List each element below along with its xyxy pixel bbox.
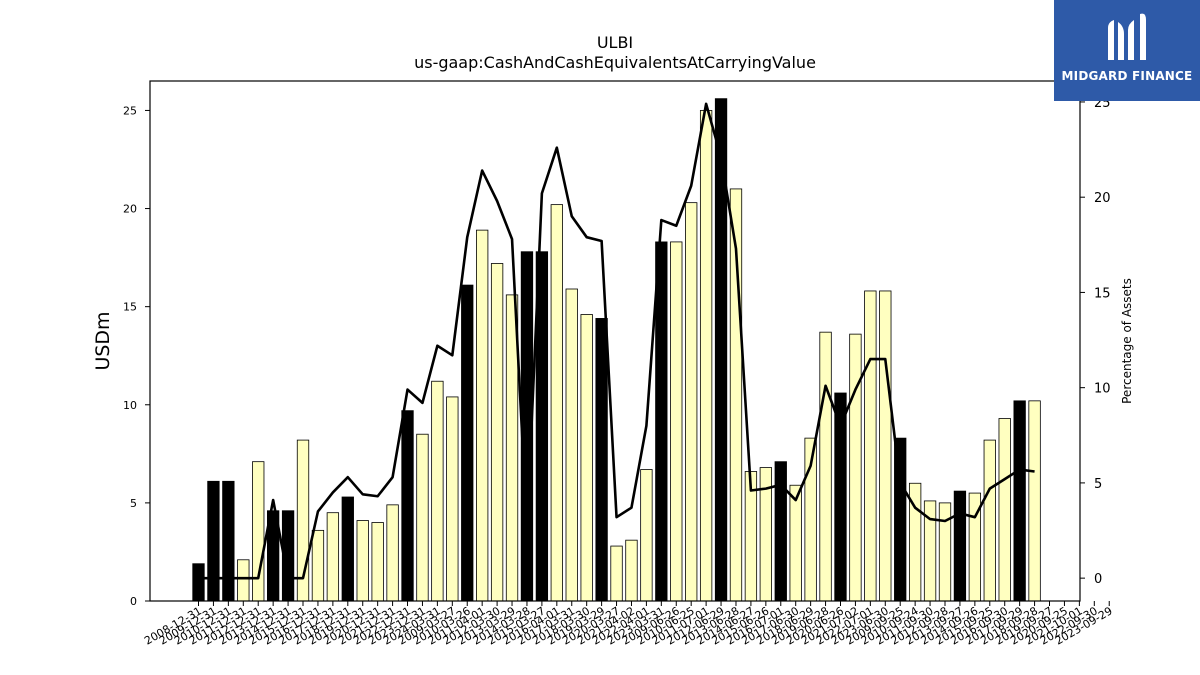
- bar: [386, 504, 399, 602]
- bar: [953, 490, 967, 602]
- bar: [610, 545, 623, 602]
- left-axis-ticks: 0 5 10 15 20 25: [123, 104, 150, 608]
- bar: [207, 480, 220, 602]
- y2-tick-label: 0: [1094, 572, 1102, 587]
- bar: [446, 396, 459, 602]
- y-axis-label: USDm: [92, 311, 114, 370]
- bar: [849, 333, 862, 602]
- bar: [670, 241, 683, 602]
- bar: [371, 522, 384, 602]
- bar: [879, 290, 892, 602]
- y-tick-label: 15: [123, 301, 137, 314]
- y-tick-label: 25: [123, 104, 137, 117]
- bar: [222, 480, 235, 602]
- bar: [461, 284, 474, 602]
- bar: [550, 204, 563, 602]
- y2-tick-label: 20: [1094, 191, 1111, 206]
- bar: [565, 288, 578, 602]
- bar: [580, 314, 593, 602]
- bar: [476, 229, 489, 602]
- plot-frame: [149, 80, 1081, 602]
- bar: [983, 439, 996, 602]
- bar: [237, 559, 250, 602]
- chart-subtitle: us-gaap:CashAndCashEquivalentsAtCarrying…: [414, 53, 816, 72]
- bar: [326, 512, 340, 602]
- bar: [311, 529, 325, 602]
- bar: [789, 484, 802, 602]
- bar: [640, 469, 653, 602]
- bar: [819, 331, 832, 602]
- x-axis-ticks: 2008-12-312009-12-312010-12-312011-12-31…: [142, 601, 1115, 648]
- chart-title: ULBI: [597, 33, 633, 52]
- y2-axis-label: Percentage of Assets: [1120, 278, 1134, 404]
- bar: [356, 520, 369, 602]
- bar: [401, 410, 414, 602]
- midgard-m-icon: [1108, 13, 1146, 61]
- y2-tick-label: 15: [1094, 286, 1111, 301]
- bar: [774, 461, 787, 602]
- bar: [490, 263, 504, 602]
- y-tick-label: 20: [123, 203, 137, 216]
- brand-logo: MIDGARD FINANCE: [1054, 0, 1200, 101]
- y2-tick-label: 5: [1094, 477, 1102, 492]
- bar: [1028, 400, 1041, 602]
- brand-logo-text: MIDGARD FINANCE: [1061, 69, 1193, 83]
- bar: [894, 437, 907, 602]
- bar-series: [192, 98, 1041, 602]
- bar: [998, 418, 1011, 602]
- y-tick-label: 5: [130, 497, 137, 510]
- bar: [864, 290, 877, 602]
- bar: [699, 110, 713, 602]
- y-tick-label: 0: [130, 595, 137, 608]
- bar: [595, 318, 608, 602]
- bar: [655, 241, 668, 602]
- bar: [252, 461, 265, 602]
- bar: [416, 433, 429, 602]
- bar: [341, 496, 354, 602]
- percentage-line: [198, 102, 1035, 580]
- bar: [431, 380, 444, 602]
- y-tick-label: 10: [123, 399, 137, 412]
- bar: [1013, 400, 1026, 602]
- y2-tick-label: 10: [1094, 382, 1111, 397]
- bar: [685, 202, 698, 602]
- bar: [625, 539, 638, 602]
- bar: [192, 563, 205, 602]
